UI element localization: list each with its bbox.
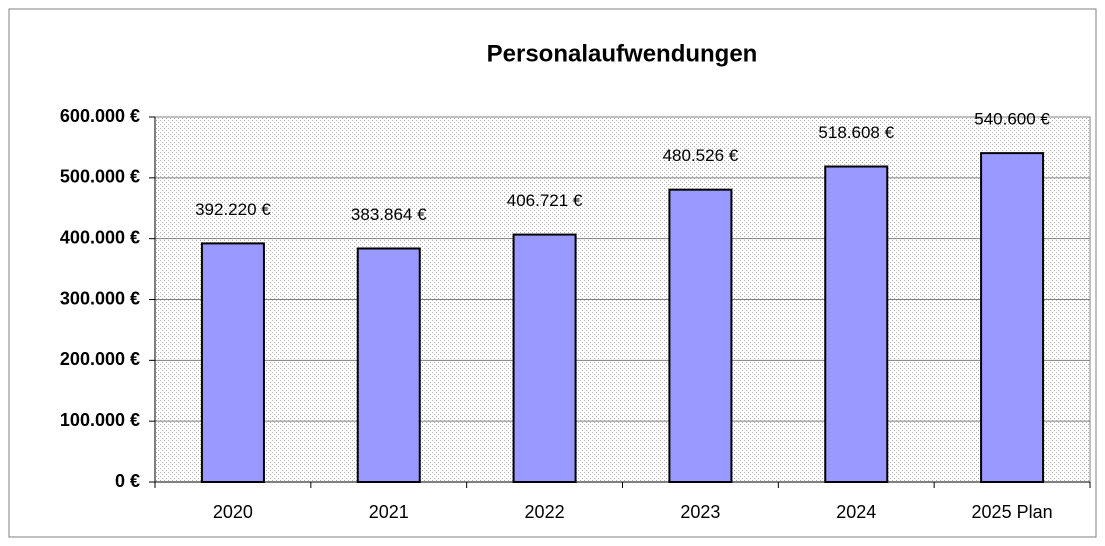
bar [668, 188, 733, 483]
y-tick-label: 300.000 € [60, 288, 140, 308]
value-label: 480.526 € [663, 146, 739, 165]
y-tick-label: 500.000 € [60, 167, 140, 187]
value-label: 383.864 € [351, 205, 427, 224]
y-tick-label: 100.000 € [60, 410, 140, 430]
value-label: 392.220 € [195, 200, 271, 219]
x-tick-label: 2023 [680, 502, 720, 522]
value-label: 518.608 € [818, 123, 894, 142]
x-tick-label: 2021 [369, 502, 409, 522]
bar [980, 152, 1045, 483]
y-tick-label: 400.000 € [60, 227, 140, 247]
bar [356, 247, 421, 483]
value-label: 406.721 € [507, 191, 583, 210]
bar [512, 233, 577, 483]
x-tick-label: 2024 [836, 502, 876, 522]
y-tick-label: 0 € [115, 471, 140, 491]
chart-title: Personalaufwendungen [487, 40, 758, 67]
y-tick-label: 600.000 € [60, 106, 140, 126]
x-tick-label: 2022 [525, 502, 565, 522]
value-label: 540.600 € [974, 110, 1050, 129]
x-tick-label: 2025 Plan [972, 502, 1053, 522]
x-tick-label: 2020 [213, 502, 253, 522]
bar [824, 165, 889, 484]
bar [200, 242, 265, 483]
y-tick-label: 200.000 € [60, 349, 140, 369]
